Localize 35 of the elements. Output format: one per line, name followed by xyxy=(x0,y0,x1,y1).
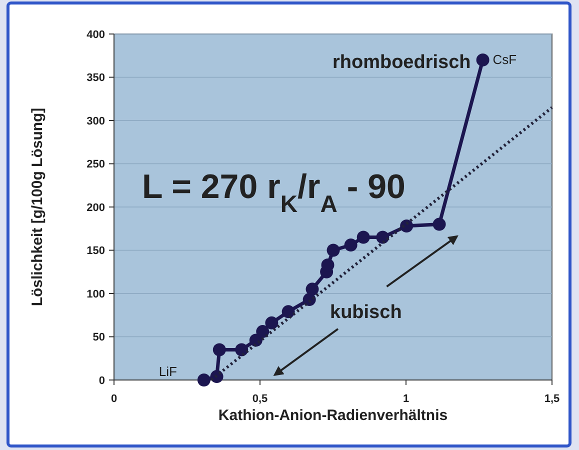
point xyxy=(212,343,226,356)
point xyxy=(476,53,490,66)
point xyxy=(356,230,370,244)
point xyxy=(282,305,295,318)
x-tick-label: 1 xyxy=(402,393,410,405)
annotation: CsF xyxy=(492,52,517,67)
y-tick-label: 0 xyxy=(98,374,105,387)
point xyxy=(256,325,270,338)
x-tick-label: 0,5 xyxy=(252,393,268,405)
point xyxy=(235,343,248,356)
x-tick-label: 1,5 xyxy=(544,393,560,405)
y-axis-title: Löslichkeit [g/100g Lösung] xyxy=(29,108,46,306)
point xyxy=(432,218,446,231)
point xyxy=(197,374,210,386)
annotation: L = 270 r$_{K}$/r$_{A}$ - 90 xyxy=(142,168,406,218)
y-tick-label: 150 xyxy=(86,245,105,258)
y-tick-label: 200 xyxy=(86,202,105,214)
y-tick-label: 350 xyxy=(86,72,105,84)
x-tick-label: 0 xyxy=(110,393,118,405)
y-tick-label: 250 xyxy=(86,158,105,171)
x-axis-title: Kathion-Anion-Radienverhältnis xyxy=(218,407,448,424)
point xyxy=(326,244,340,257)
y-tick-label: 300 xyxy=(86,115,105,128)
annotation: kubisch xyxy=(330,302,402,323)
point xyxy=(400,220,414,233)
y-tick-label: 100 xyxy=(86,288,105,300)
point xyxy=(321,258,334,272)
point xyxy=(306,282,319,296)
y-tick-label: 400 xyxy=(86,28,105,41)
annotation: rhomboedrisch xyxy=(332,52,471,73)
annotation: LiF xyxy=(158,364,178,379)
point xyxy=(376,230,390,244)
point xyxy=(344,238,358,252)
point xyxy=(265,316,278,330)
y-tick-label: 50 xyxy=(92,332,105,344)
